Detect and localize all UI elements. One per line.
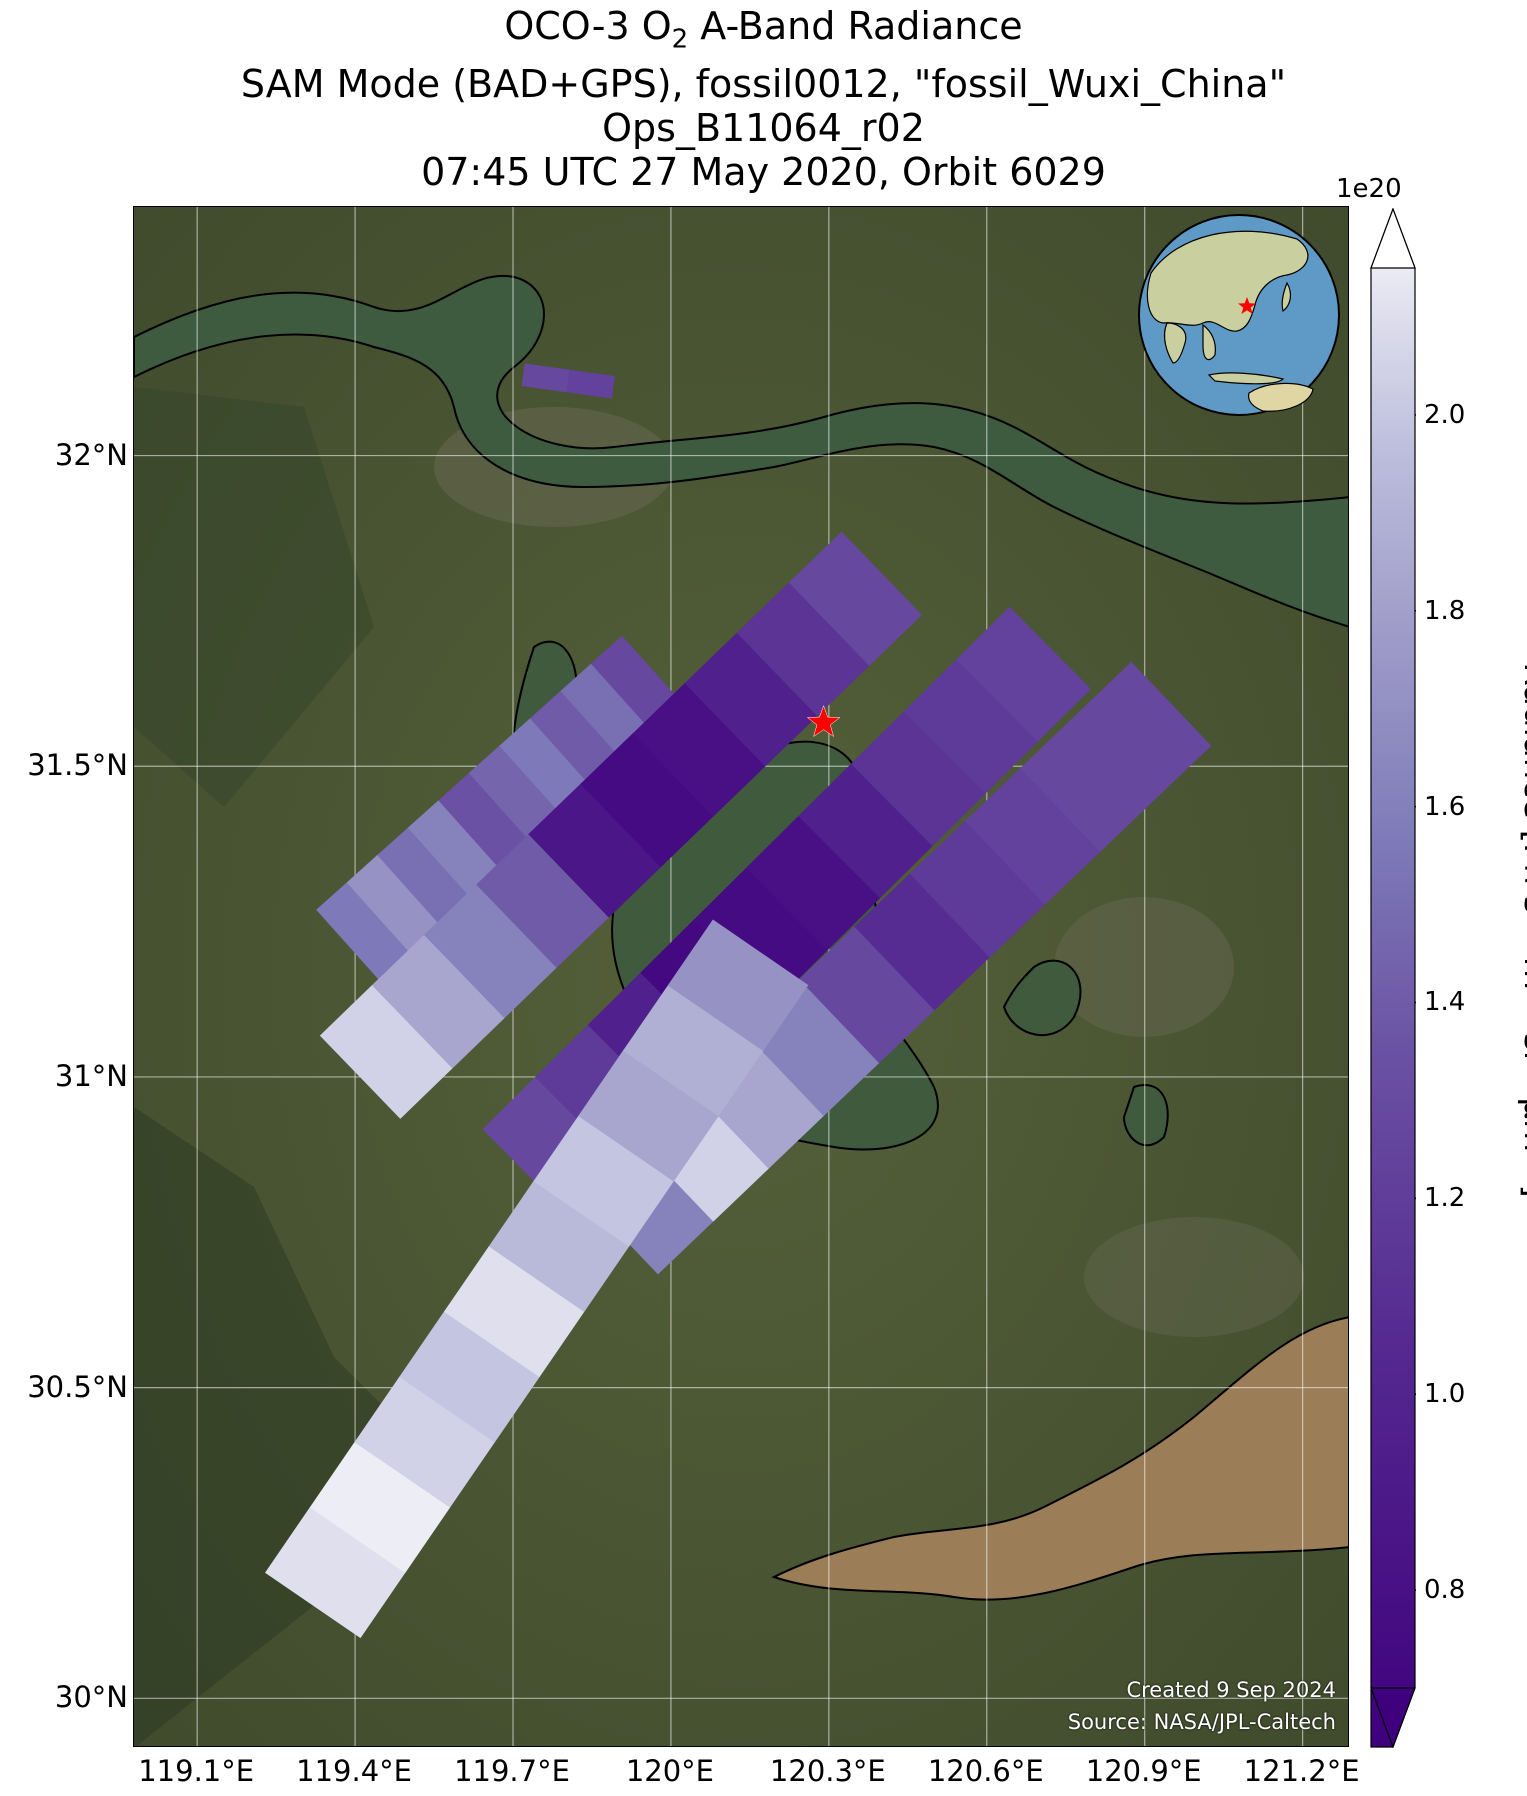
longitude-tick-label: 120.6°E (927, 1754, 1044, 1788)
colorbar-tick-label: 1.2 (1424, 1183, 1466, 1214)
colorbar (1370, 208, 1416, 1748)
colorbar-tick-label: 1.0 (1424, 1379, 1466, 1410)
globe-target-star (1238, 297, 1256, 314)
dianshan-lake (1122, 1084, 1169, 1147)
latitude-tick-label: 32°N (54, 437, 128, 472)
colorbar-extend-bottom (1370, 1687, 1416, 1748)
yangtze-river (134, 274, 1348, 628)
latitude-tick-label: 31.5°N (27, 748, 128, 783)
colorbar-extend-top (1370, 208, 1416, 269)
swath-cell (566, 369, 615, 399)
colorbar-body (1370, 208, 1416, 1748)
title-line-2: SAM Mode (BAD+GPS), fossil0012, "fossil_… (240, 61, 1287, 106)
longitude-tick-label: 119.4°E (296, 1754, 413, 1788)
globe-indochina (1202, 323, 1216, 361)
globe-australia (1248, 382, 1314, 412)
title-line-4: 07:45 UTC 27 May 2020, Orbit 6029 (421, 149, 1106, 194)
inset-globe (1138, 214, 1340, 416)
hill-terrain (134, 1107, 464, 1746)
latitude-tick-label: 31°N (54, 1058, 128, 1093)
globe-india (1163, 322, 1187, 364)
yangcheng-lake (1002, 959, 1082, 1036)
globe-japan (1281, 281, 1292, 313)
map-canvas (134, 207, 1348, 1746)
latitude-tick-label: 30.5°N (27, 1369, 128, 1404)
colorbar-scale: 1e20 (1336, 174, 1402, 204)
title-line-1: OCO-3 O2 A-Band Radiance (504, 4, 1023, 55)
created-date: Created 9 Sep 2024 (1126, 1678, 1336, 1702)
swath-cell (1075, 661, 1212, 800)
target-star-marker (806, 704, 841, 738)
colorbar-tick-label: 2.0 (1424, 399, 1466, 430)
colorbar-tick-label: 1.4 (1424, 987, 1466, 1018)
map-panel[interactable]: Created 9 Sep 2024 Source: NASA/JPL-Calt… (133, 206, 1349, 1747)
hangzhou-bay (771, 1316, 1348, 1601)
swath-cell (667, 919, 809, 1051)
colorbar-tick-label: 1.8 (1424, 595, 1466, 626)
globe-indonesia (1207, 372, 1285, 385)
source-credit: Source: NASA/JPL-Caltech (1067, 1710, 1336, 1734)
latitude-tick-label: 30°N (54, 1680, 128, 1715)
title-line-3: Ops_B11064_r02 (602, 105, 925, 150)
colorbar-tick-label: 1.6 (1424, 791, 1466, 822)
swath-cell (956, 606, 1091, 742)
longitude-tick-label: 119.1°E (138, 1754, 255, 1788)
swath-cell (788, 531, 922, 666)
longitude-tick-label: 119.7°E (454, 1754, 570, 1788)
radiance-swaths (265, 363, 1212, 1639)
urban-area (1054, 897, 1234, 1037)
longitude-tick-label: 120.3°E (769, 1754, 886, 1788)
hill-terrain-north (134, 387, 374, 807)
longitude-tick-label: 120°E (625, 1754, 715, 1788)
colorbar-tick-label: 0.8 (1424, 1575, 1466, 1606)
longitude-tick-label: 121.2°E (1243, 1754, 1360, 1788)
figure-title: OCO-3 O2 A-Band Radiance SAM Mode (BAD+G… (0, 4, 1527, 194)
urban-area (1084, 1217, 1304, 1337)
colorbar-label: Radiance [Ph s−1 m−2 sr−1μm−1] (1515, 662, 1527, 1198)
longitude-tick-label: 120.9°E (1085, 1754, 1202, 1788)
